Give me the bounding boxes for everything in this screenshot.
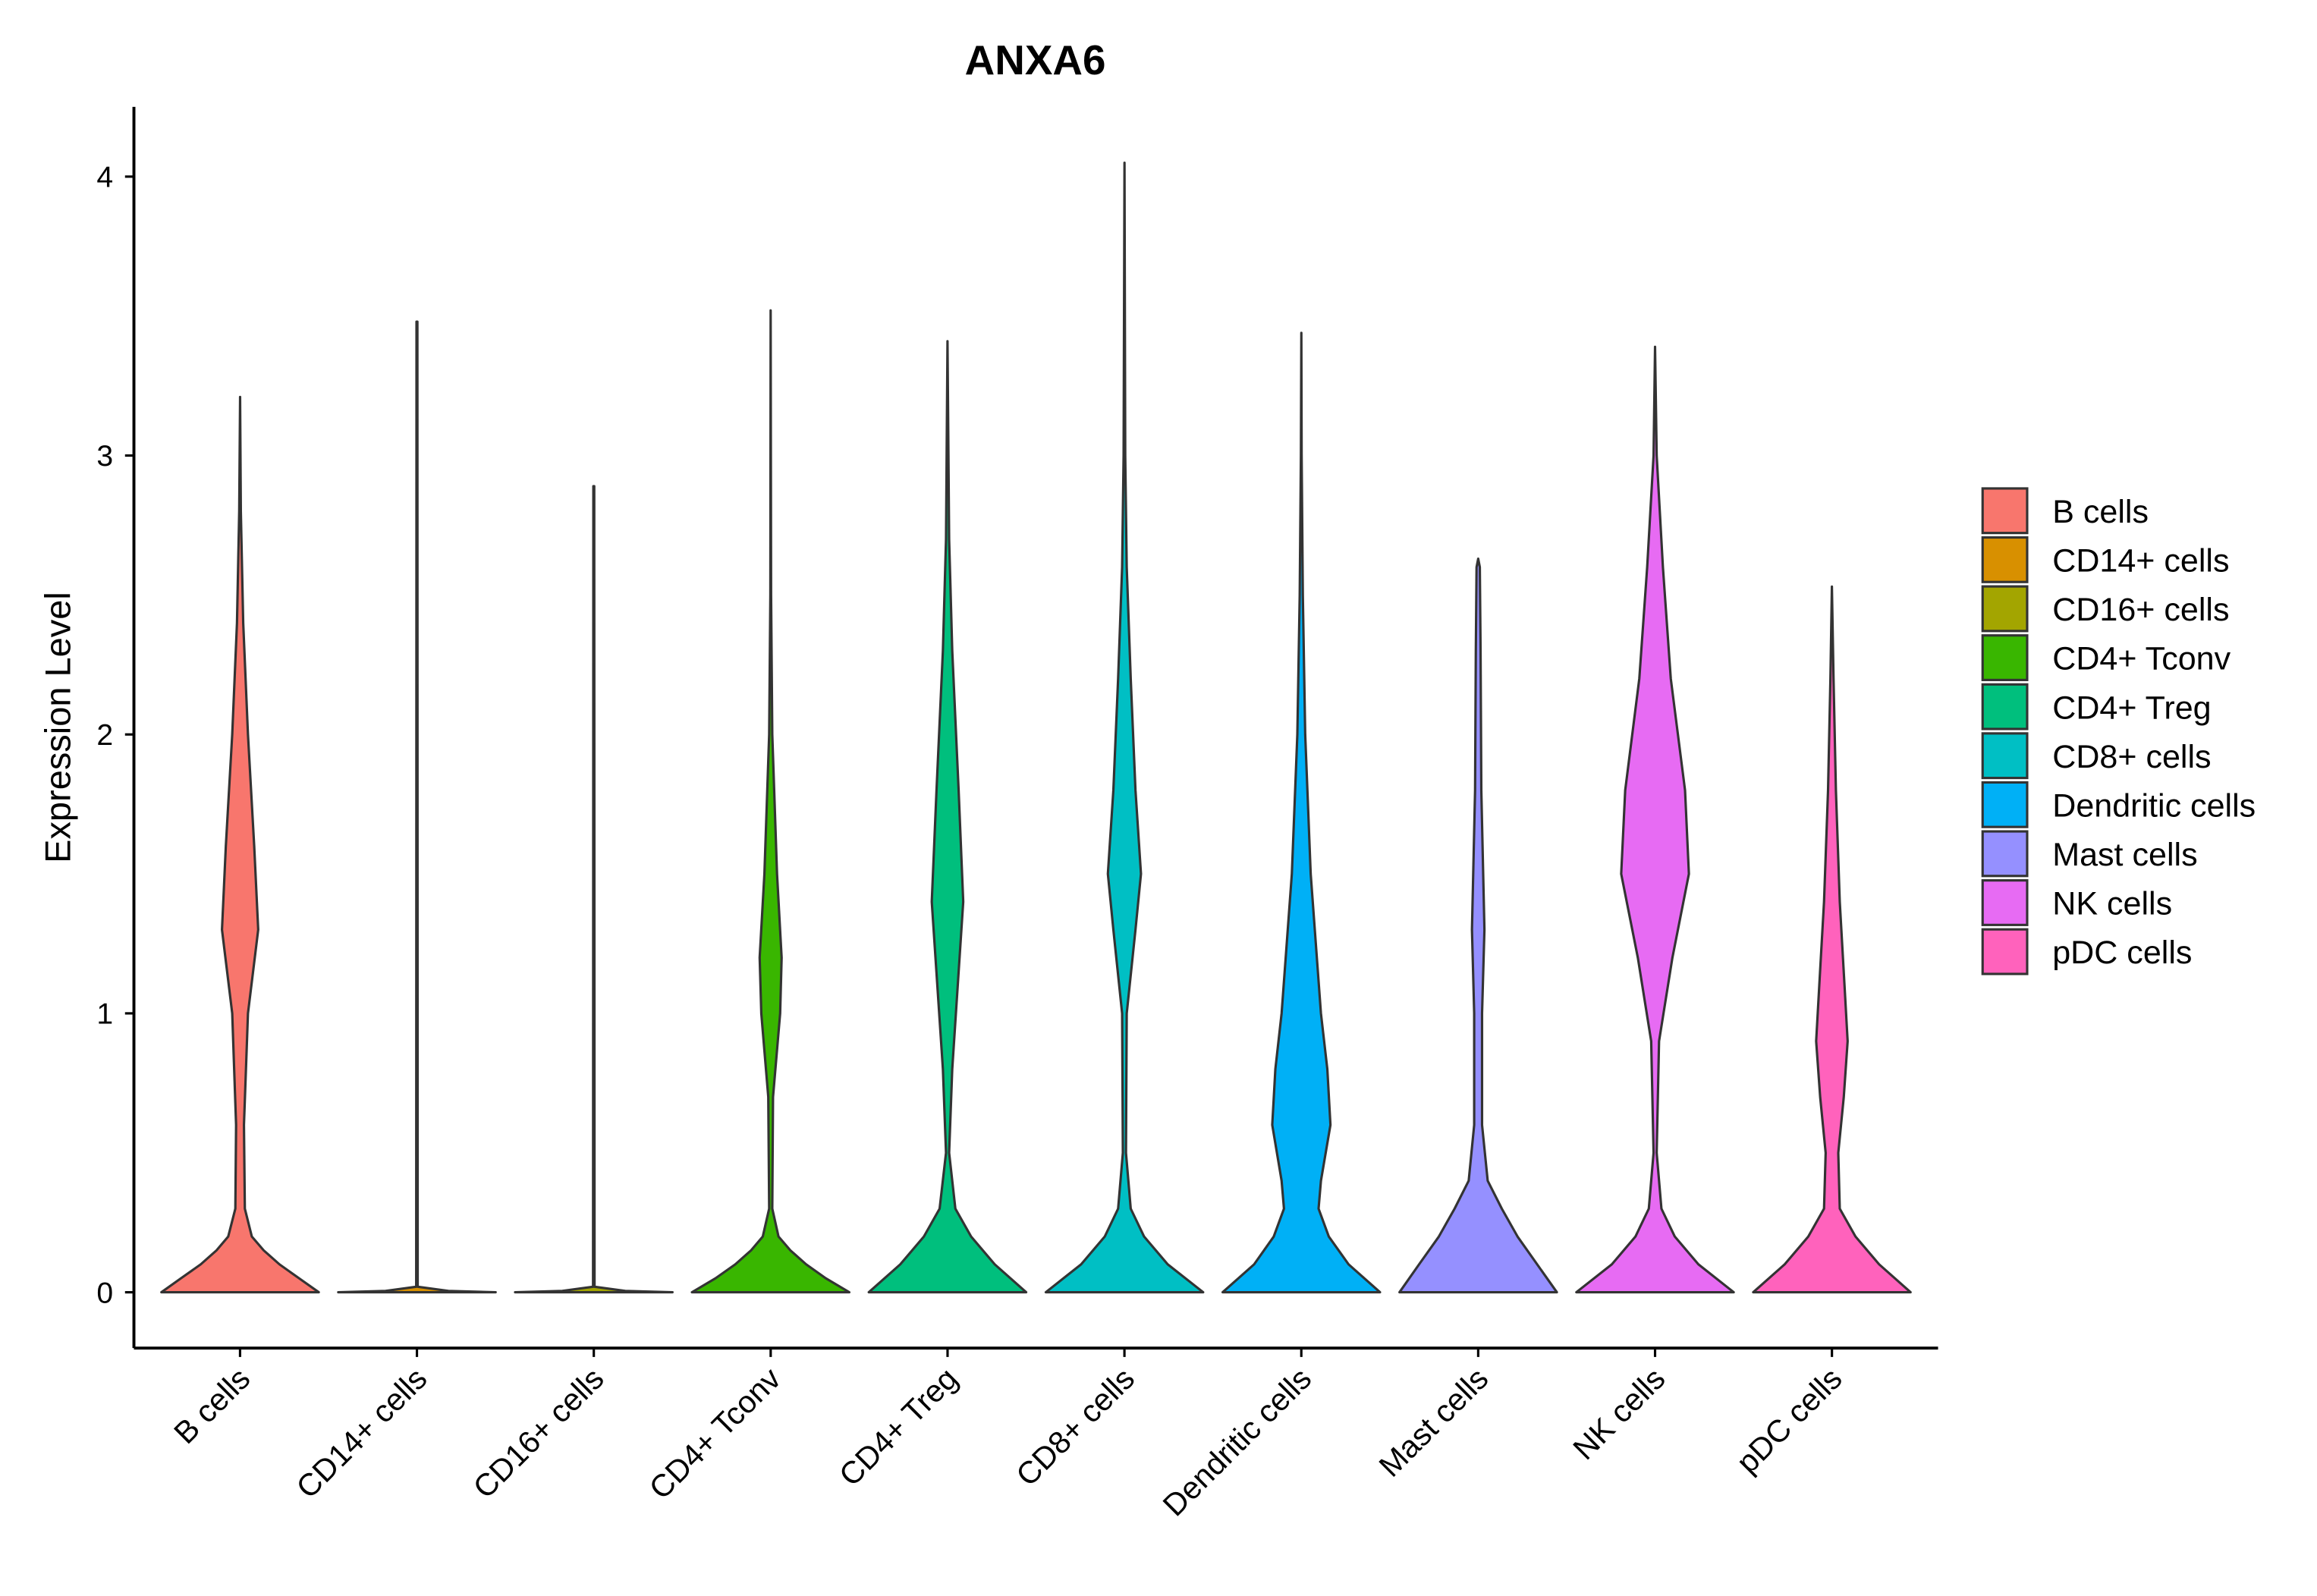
legend-key	[1981, 781, 2029, 828]
y-tick-label: 4	[96, 162, 113, 194]
violin-nk-cells	[1575, 345, 1735, 1294]
violin-b-cells	[160, 395, 320, 1294]
legend-label: pDC cells	[2052, 935, 2192, 971]
legend-key	[1981, 487, 2029, 535]
violin-mast-cells	[1398, 557, 1558, 1294]
legend-key	[1981, 536, 2029, 583]
legend-label: Mast cells	[2052, 837, 2197, 873]
violin-cd4-tconv	[690, 309, 851, 1294]
violin-cd8-cells	[1044, 161, 1205, 1294]
violin-cd14-cells	[337, 320, 497, 1294]
legend-key	[1981, 585, 2029, 633]
legend-label: CD8+ cells	[2052, 739, 2211, 775]
y-tick-label: 0	[96, 1277, 113, 1309]
legend-key	[1981, 732, 2029, 780]
y-tick-label: 1	[96, 998, 113, 1031]
violin-dendritic-cells	[1221, 331, 1382, 1294]
legend-key	[1981, 879, 2029, 926]
legend-key	[1981, 634, 2029, 681]
legend-label: Dendritic cells	[2052, 787, 2256, 824]
legend-key	[1981, 683, 2029, 730]
legend-label: CD4+ Treg	[2052, 690, 2211, 726]
legend-key	[1981, 830, 2029, 878]
y-tick-label: 3	[96, 440, 113, 473]
legend-label: CD14+ cells	[2052, 543, 2229, 580]
legend-label: CD16+ cells	[2052, 592, 2229, 628]
legend-label: CD4+ Tconv	[2052, 641, 2231, 677]
violin-pdc-cells	[1752, 585, 1912, 1294]
chart-title: ANXA6	[965, 36, 1106, 83]
violins	[160, 161, 1912, 1294]
legend-label: B cells	[2052, 494, 2149, 530]
violin-cd4-treg	[867, 340, 1028, 1294]
violin-cd16-cells	[514, 485, 674, 1294]
y-tick-label: 2	[96, 719, 113, 752]
legend-key	[1981, 928, 2029, 976]
legend-label: NK cells	[2052, 886, 2172, 922]
y-axis-label: Expression Level	[37, 592, 77, 863]
legend: B cells CD14+ cells CD16+ cells CD4+ Tconv C…	[1981, 487, 2256, 976]
